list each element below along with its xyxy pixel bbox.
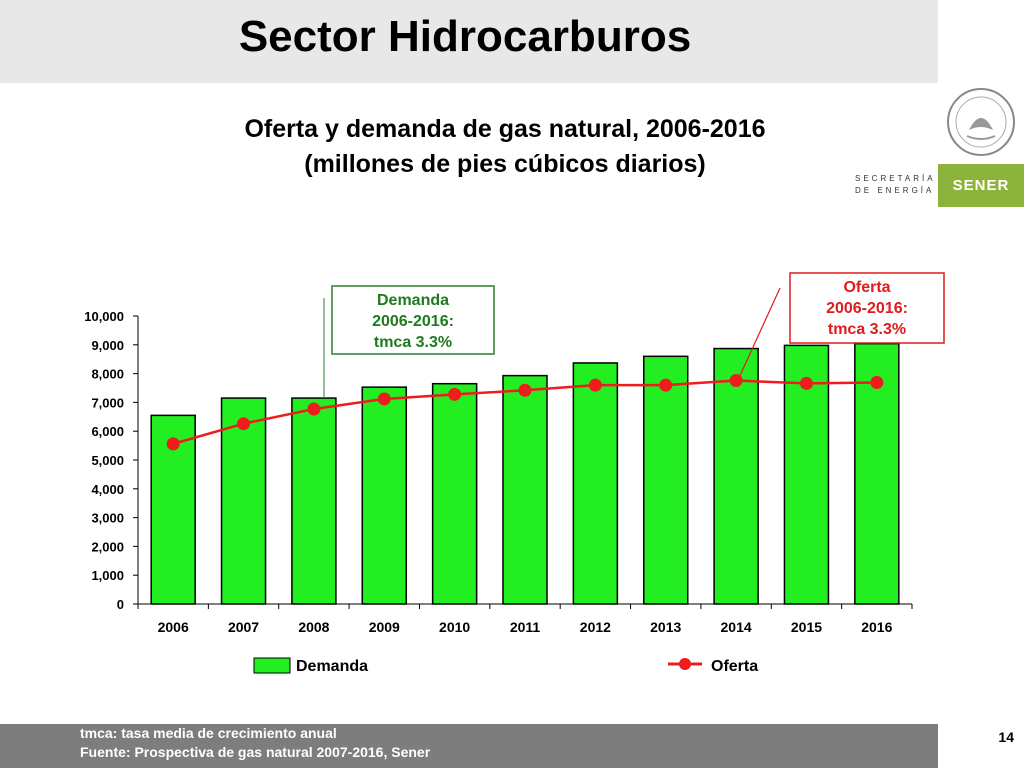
footer-note: tmca: tasa media de crecimiento anual Fu… xyxy=(80,724,430,762)
x-tick-label: 2013 xyxy=(650,619,681,635)
oferta-point xyxy=(448,387,462,401)
x-tick-label: 2011 xyxy=(510,619,541,635)
oferta-callout-box xyxy=(789,272,945,344)
legend-demanda-label: Demanda xyxy=(296,658,368,675)
demanda-callout-text: Demanda xyxy=(377,292,449,309)
oferta-point xyxy=(307,402,321,416)
legend-demanda-swatch xyxy=(253,657,291,674)
oferta-point xyxy=(237,417,251,431)
y-tick-label: 7,000 xyxy=(91,395,124,410)
y-tick-label: 4,000 xyxy=(91,482,124,497)
sener-brand-text: SENER xyxy=(952,177,1010,194)
y-tick-label: 1,000 xyxy=(91,568,124,583)
ministry-line-1: SECRETARÍA xyxy=(855,174,936,183)
x-tick-label: 2016 xyxy=(861,619,892,635)
x-tick-label: 2007 xyxy=(228,619,259,635)
demanda-bar xyxy=(431,382,478,605)
y-tick-label: 0 xyxy=(117,597,124,612)
y-tick-label: 6,000 xyxy=(91,424,124,439)
demanda-bar xyxy=(642,355,689,605)
legend-oferta-marker xyxy=(679,658,691,670)
oferta-point xyxy=(729,374,743,388)
demanda-bar xyxy=(713,347,759,605)
page-number-box xyxy=(938,724,1024,768)
legend-oferta-label: Oferta xyxy=(711,658,758,675)
oferta-point xyxy=(870,376,884,390)
y-tick-label: 10,000 xyxy=(84,309,124,324)
footer-line-2: Fuente: Prospectiva de gas natural 2007-… xyxy=(80,744,431,760)
y-tick-label: 8,000 xyxy=(91,367,124,382)
oferta-point xyxy=(588,378,602,392)
ministry-line-2: DE ENERGÍA xyxy=(855,186,935,195)
slide-title: Sector Hidrocarburos xyxy=(238,12,692,61)
demanda-bar xyxy=(502,374,548,605)
x-tick-label: 2009 xyxy=(369,619,400,635)
oferta-callout-line xyxy=(737,287,781,381)
y-tick-label: 3,000 xyxy=(91,511,124,526)
demanda-bar xyxy=(291,397,337,605)
oferta-callout-text: Oferta xyxy=(843,279,890,296)
x-tick-label: 2015 xyxy=(791,619,822,635)
y-tick-label: 9,000 xyxy=(91,338,124,353)
oferta-point xyxy=(518,383,532,397)
oferta-point xyxy=(799,376,813,390)
x-tick-label: 2014 xyxy=(721,619,752,635)
demanda-bar xyxy=(572,362,619,605)
chart-title-line-2: (millones de pies cúbicos diarios) xyxy=(304,150,706,178)
x-tick-label: 2006 xyxy=(158,619,189,635)
x-tick-label: 2012 xyxy=(580,619,611,635)
oferta-callout-text: 2006-2016: xyxy=(826,300,908,317)
chart-title: Oferta y demanda de gas natural, 2006-20… xyxy=(150,112,860,182)
oferta-point xyxy=(166,437,180,451)
sener-logo: SENER xyxy=(938,164,1024,207)
oferta-point xyxy=(377,392,391,406)
x-tick-label: 2010 xyxy=(439,619,470,635)
y-tick-label: 2,000 xyxy=(91,539,124,554)
oferta-point xyxy=(659,378,673,392)
oferta-callout-text: tmca 3.3% xyxy=(828,321,906,338)
page-number: 14 xyxy=(998,729,1014,745)
demanda-bar xyxy=(220,397,267,605)
demanda-bar xyxy=(361,386,408,605)
x-tick-label: 2008 xyxy=(298,619,329,635)
footer-bar xyxy=(0,724,1024,768)
demanda-callout-text: 2006-2016: xyxy=(372,313,454,330)
demanda-callout-text: tmca 3.3% xyxy=(374,334,452,351)
title-band xyxy=(0,0,938,83)
national-seal-icon xyxy=(947,88,1015,156)
footer-line-1: tmca: tasa media de crecimiento anual xyxy=(80,725,337,741)
ministry-name: SECRETARÍA DE ENERGÍA xyxy=(855,173,935,197)
demanda-callout-box xyxy=(331,285,495,355)
chart-title-line-1: Oferta y demanda de gas natural, 2006-20… xyxy=(244,115,766,143)
y-tick-label: 5,000 xyxy=(91,453,124,468)
